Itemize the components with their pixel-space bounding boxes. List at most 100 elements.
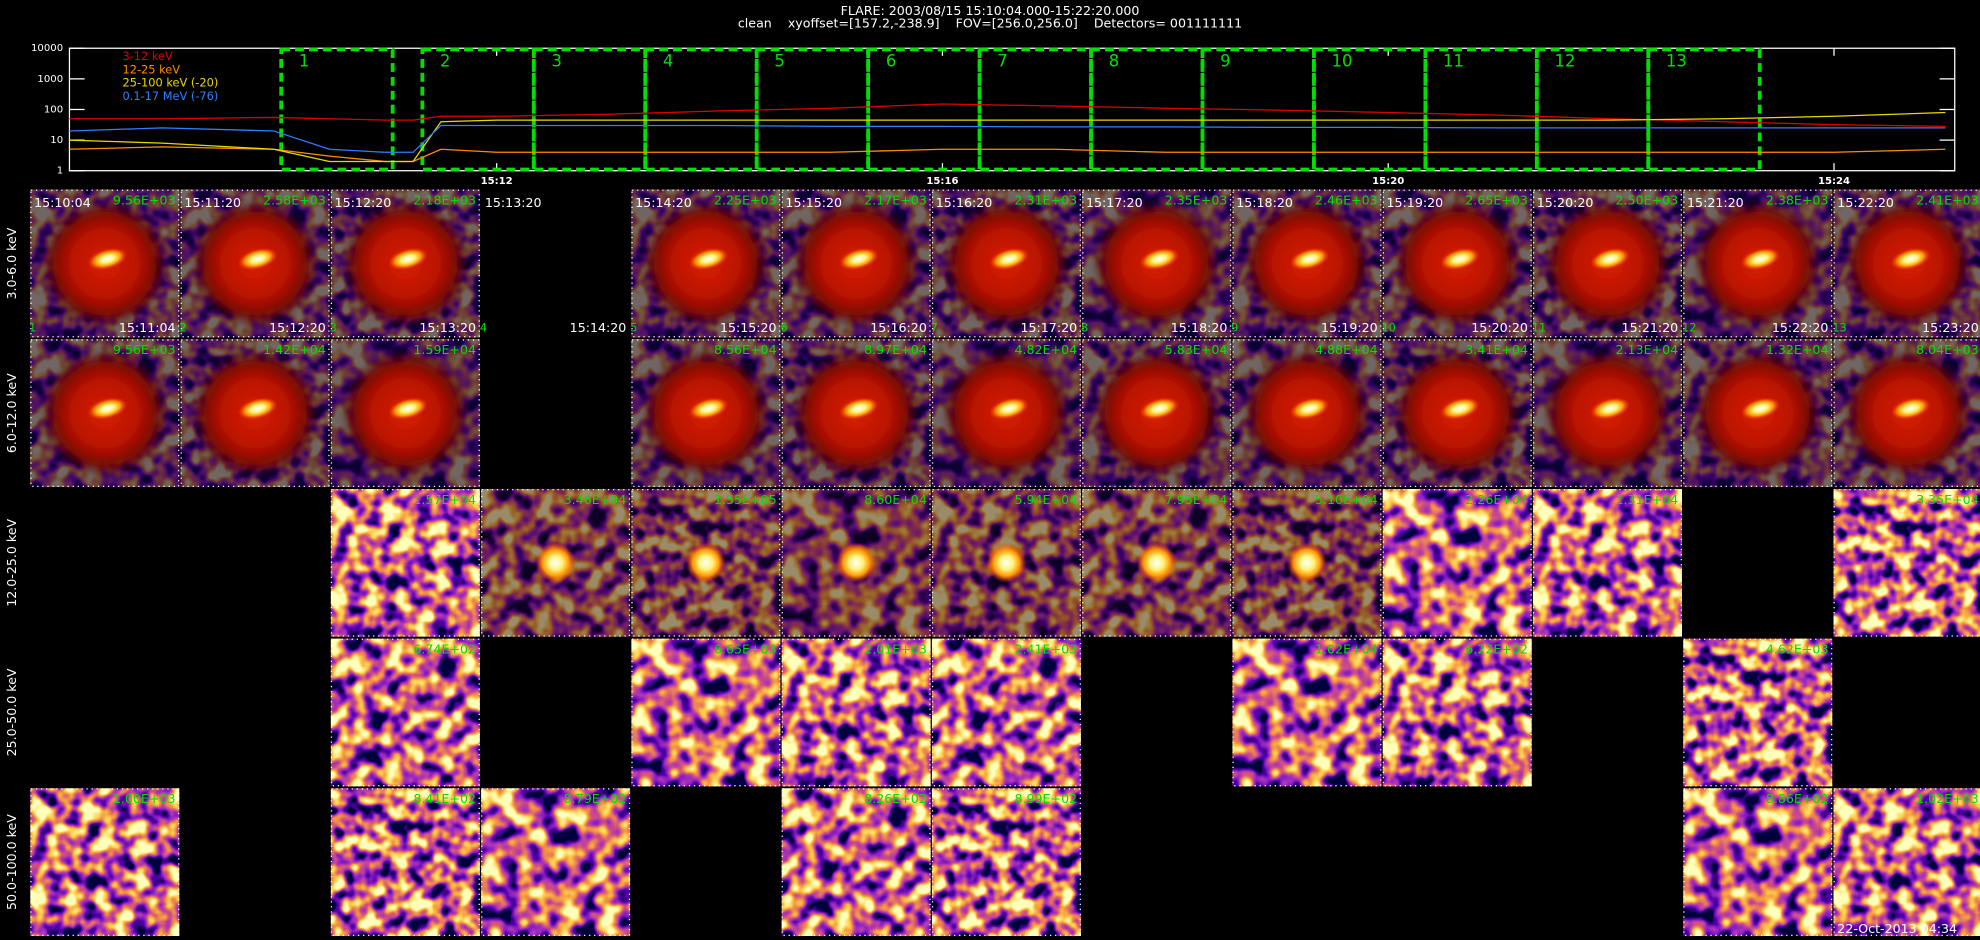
source-core <box>835 542 877 584</box>
peak-label: 9.56E+03 <box>113 193 176 208</box>
interval-index: 12 <box>1682 321 1696 335</box>
source-core <box>989 247 1029 270</box>
series-line <box>69 146 1946 163</box>
peak-label: 1.00E+03 <box>113 791 176 806</box>
tile-border <box>330 339 480 488</box>
end-time: 15:23:20 <box>1922 320 1979 335</box>
tile-border <box>631 339 781 488</box>
y-tick-label: 10000 <box>31 43 63 54</box>
end-time: 15:22:20 <box>1772 320 1829 335</box>
interval-label: 4 <box>663 52 673 71</box>
source-core <box>1740 397 1781 420</box>
solar-image <box>931 189 1081 338</box>
peak-label: 7.95E+04 <box>1165 492 1228 507</box>
solar-image <box>781 638 931 787</box>
image-noise <box>781 638 931 787</box>
interval-index: 7 <box>931 321 938 335</box>
x-tick-label: 15:12 <box>481 176 513 187</box>
tile-border <box>1232 339 1382 488</box>
source-core <box>1136 542 1177 584</box>
peak-label: 1.32E+04 <box>1766 342 1829 357</box>
interval-index: 5 <box>630 321 637 335</box>
interval-index: 1 <box>29 321 36 335</box>
end-time: 15:20:20 <box>1471 320 1528 335</box>
image-noise <box>1532 488 1682 637</box>
subtitle: clean xyoffset=[157.2,-238.9] FOV=[256.0… <box>738 16 1242 31</box>
peak-label: 2.38E+03 <box>1766 193 1829 208</box>
end-time: 15:17:20 <box>1020 320 1077 335</box>
start-time: 15:11:20 <box>184 195 241 210</box>
title: FLARE: 2003/08/15 15:10:04.000-15:22:20.… <box>841 3 1140 18</box>
peak-label: 1.02E+04 <box>1315 641 1378 656</box>
solar-image <box>481 488 631 637</box>
tile-border <box>781 488 931 637</box>
peak-label: 2.41E+03 <box>1916 193 1979 208</box>
solar-image <box>631 488 781 637</box>
image-noise <box>931 638 1081 787</box>
solar-image <box>1683 638 1833 787</box>
solar-image <box>1382 638 1532 787</box>
peak-label: 5.83E+04 <box>1165 342 1228 357</box>
interval-index: 3 <box>330 321 337 335</box>
interval-label: 2 <box>440 52 450 71</box>
source-core <box>535 542 576 584</box>
x-tick-label: 15:16 <box>926 176 958 187</box>
peak-label: 3.46E+04 <box>564 492 627 507</box>
solar-image <box>1833 339 1980 488</box>
solar-image <box>1382 488 1532 637</box>
tile-border <box>1082 339 1232 488</box>
interval-label: 13 <box>1666 52 1687 71</box>
interval-index: 8 <box>1081 321 1088 335</box>
peak-label: 8.41E+02 <box>413 791 476 806</box>
start-time: 15:15:20 <box>785 195 842 210</box>
image-noise <box>631 638 781 787</box>
energy-band-label: 3.0-6.0 keV <box>4 227 19 299</box>
start-time: 15:20:20 <box>1537 195 1594 210</box>
peak-label: 2.35E+03 <box>1165 193 1228 208</box>
peak-label: 4.62E+03 <box>1766 641 1829 656</box>
tile-border <box>931 788 1081 936</box>
solar-image <box>781 788 931 936</box>
solar-image <box>931 339 1081 488</box>
legend-entry: 0.1-17 MeV (-76) <box>122 89 218 103</box>
source-core <box>1289 397 1330 420</box>
peak-label: 2.41E+03 <box>1014 641 1077 656</box>
interval-label: 10 <box>1332 52 1353 71</box>
image-noise <box>1382 638 1532 787</box>
interval-index: 4 <box>480 321 487 335</box>
source-core <box>238 247 278 270</box>
interval-label: 8 <box>1109 52 1119 71</box>
solar-image <box>1683 788 1833 936</box>
image-noise <box>330 488 480 637</box>
peak-label: 2.31E+03 <box>1014 193 1077 208</box>
tile-border <box>1082 488 1232 637</box>
solar-image <box>1833 189 1980 338</box>
solar-image <box>1232 488 1382 637</box>
source-core <box>1289 247 1330 270</box>
solar-image <box>631 638 781 787</box>
interval-index: 9 <box>1231 321 1238 335</box>
tile-border <box>1532 488 1682 637</box>
solar-image <box>1082 339 1232 488</box>
footer-date: 22-Oct-2013 04:34 <box>1837 921 1957 936</box>
solar-image <box>481 788 631 936</box>
tile-border <box>931 488 1081 637</box>
image-noise <box>1382 488 1532 637</box>
peak-label: 1.55E+05 <box>714 492 777 507</box>
source-core <box>87 247 128 270</box>
tile-border <box>1833 488 1980 637</box>
image-noise <box>1683 788 1833 936</box>
tile-border <box>781 788 931 936</box>
solar-image <box>180 189 330 338</box>
legend-entry: 25-100 keV (-20) <box>122 76 218 90</box>
tile-border <box>781 339 931 488</box>
interval-label: 5 <box>774 52 784 71</box>
solar-image <box>1683 189 1833 338</box>
peak-label: 6.22E+02 <box>1465 641 1528 656</box>
solar-image <box>30 788 180 936</box>
solar-image <box>1532 339 1682 488</box>
solar-image <box>330 488 480 637</box>
solar-image <box>1232 638 1382 787</box>
solar-image <box>1382 189 1532 338</box>
peak-label: 3.35E+04 <box>1916 492 1979 507</box>
